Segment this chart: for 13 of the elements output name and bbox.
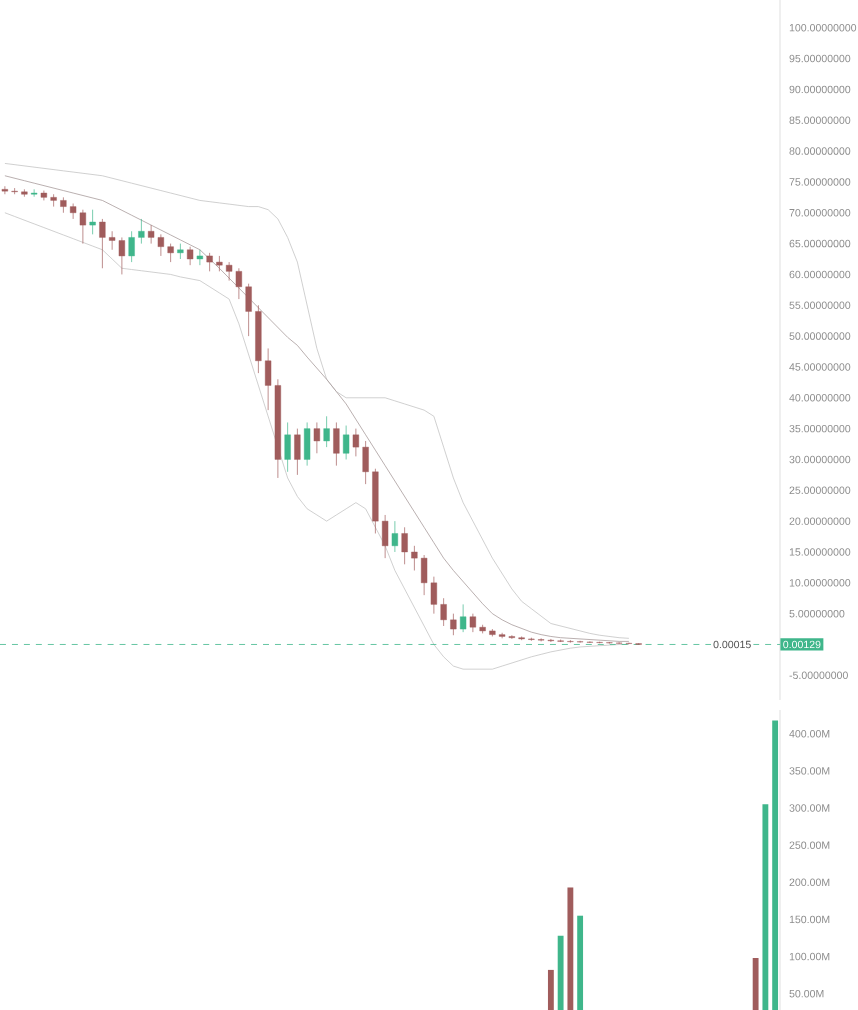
candlestick [196, 249, 203, 266]
candlestick [333, 422, 340, 466]
candlestick [177, 243, 184, 260]
candlestick [89, 209, 96, 235]
candlestick [343, 425, 350, 460]
candlestick [323, 415, 330, 448]
candlestick [284, 422, 291, 473]
candlestick [187, 246, 194, 266]
candlestick [391, 520, 398, 553]
candlestick [460, 604, 467, 633]
candlestick [294, 428, 301, 476]
candlestick [304, 422, 311, 466]
candlestick [313, 422, 320, 454]
